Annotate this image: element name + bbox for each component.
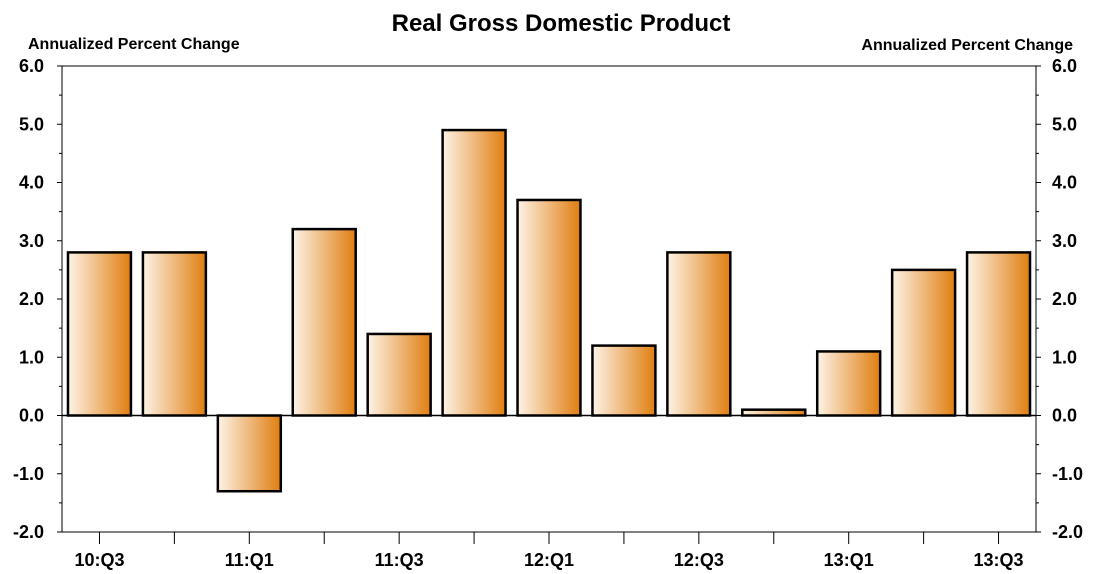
- chart-title: Real Gross Domestic Product: [392, 10, 731, 37]
- bar-13-q2: [890, 268, 957, 417]
- y-tick-label-right: 1.0: [1052, 347, 1077, 367]
- x-tick-label: 10:Q3: [74, 550, 124, 570]
- y-tick-label-right: 3.0: [1052, 231, 1077, 251]
- y-tick-label-right: -2.0: [1052, 522, 1083, 542]
- y-tick-label-left: -2.0: [13, 522, 44, 542]
- bar-11-q2: [291, 227, 357, 417]
- x-tick-label: 11:Q3: [375, 550, 424, 570]
- x-ticks: 10:Q3 11:Q1 11:Q3 12:Q1 12:Q3 13:Q1 13:Q3: [74, 532, 1024, 570]
- y-ticks-left: 6.0 5.0 4.0 3.0 2.0 1.0 0.0 -1.0 -2.0: [13, 56, 62, 542]
- x-tick-label: 12:Q3: [674, 550, 724, 570]
- y-tick-label-right: 5.0: [1052, 114, 1077, 134]
- bar-12-q3: [666, 251, 732, 417]
- x-tick-label: 11:Q1: [225, 550, 274, 570]
- y-tick-label-left: -1.0: [13, 464, 44, 484]
- bar-12-q2: [591, 344, 657, 417]
- bar-11-q1: [216, 414, 283, 493]
- x-tick-label: 13:Q1: [824, 550, 874, 570]
- y-tick-label-right: 4.0: [1052, 173, 1077, 193]
- bar-13-q1: [815, 350, 882, 417]
- y-axis-label-right: Annualized Percent Change: [861, 37, 1073, 54]
- y-tick-label-left: 3.0: [19, 231, 44, 251]
- y-tick-label-left: 4.0: [19, 173, 44, 193]
- y-tick-label-right: 0.0: [1052, 406, 1077, 426]
- bar-13-q3: [965, 251, 1032, 417]
- y-tick-label-left: 0.0: [19, 406, 44, 426]
- y-tick-label-left: 2.0: [19, 289, 44, 309]
- bar-11-q3: [366, 332, 432, 417]
- bar-10-q4: [141, 251, 208, 417]
- y-tick-label-right: 6.0: [1052, 56, 1077, 76]
- y-ticks-right: 6.0 5.0 4.0 3.0 2.0 1.0 0.0 -1.0 -2.0: [1036, 56, 1083, 542]
- y-tick-label-right: -1.0: [1052, 464, 1083, 484]
- y-tick-label-left: 6.0: [19, 56, 44, 76]
- y-tick-label-left: 5.0: [19, 114, 44, 134]
- bar-10-q3: [66, 251, 133, 417]
- bars-group: [66, 128, 1032, 493]
- y-tick-label-left: 1.0: [19, 347, 44, 367]
- bar-12-q4: [741, 408, 807, 417]
- x-tick-label: 12:Q1: [524, 550, 574, 570]
- bar-11-q4: [441, 128, 507, 417]
- y-tick-label-right: 2.0: [1052, 289, 1077, 309]
- bar-12-q1: [516, 198, 582, 417]
- y-axis-label-left: Annualized Percent Change: [28, 36, 240, 53]
- x-tick-label: 13:Q3: [974, 550, 1024, 570]
